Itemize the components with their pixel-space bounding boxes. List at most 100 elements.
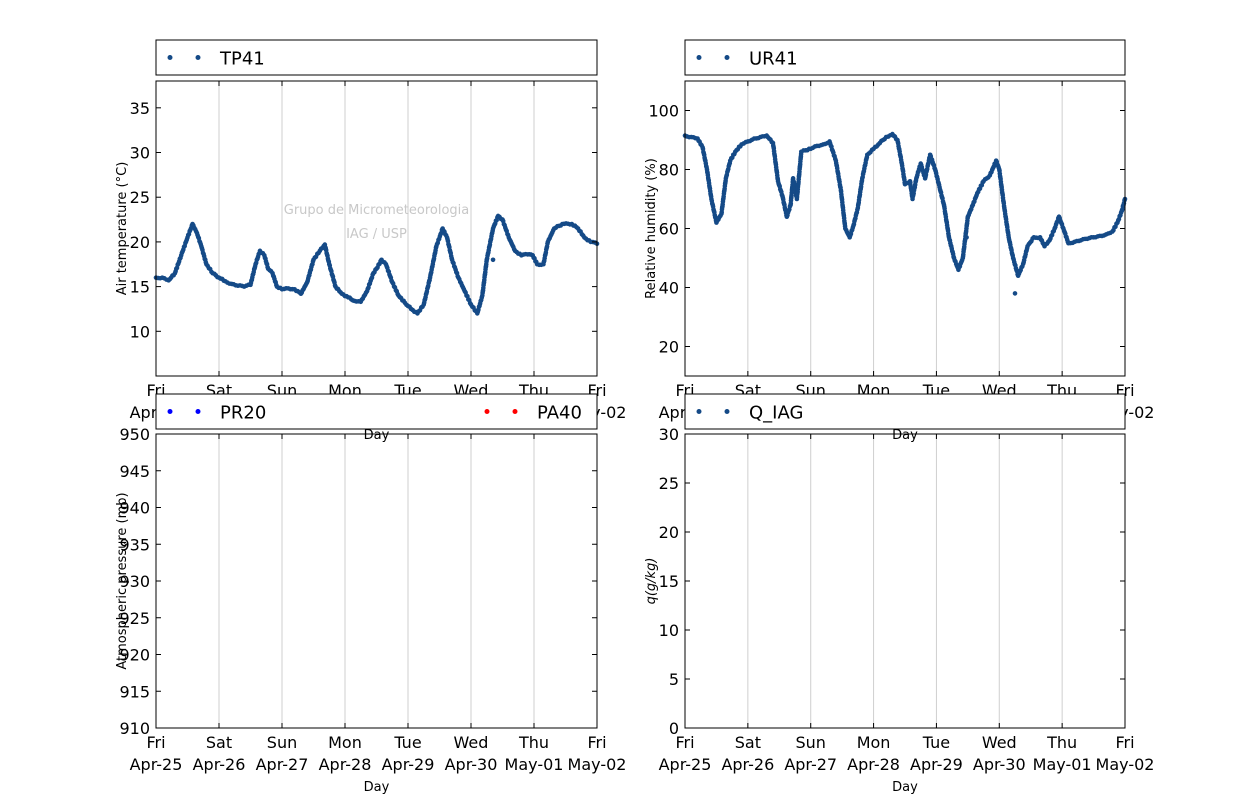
y-tick-label: 5 <box>669 670 679 689</box>
y-tick-label: 15 <box>659 572 679 591</box>
legend: Q_IAG <box>684 393 1126 430</box>
y-tick-label: 25 <box>130 188 150 207</box>
x-tick-label-day: Wed <box>982 733 1017 752</box>
chart-pressure: 910 915 920 925 930 935 940 945 950 Fri Apr-25 Sat A… <box>115 393 627 795</box>
legend-marker <box>167 409 173 414</box>
x-tick-label-date: Apr-27 <box>256 755 309 774</box>
y-tick-label: 10 <box>659 621 679 640</box>
y-tick-label: 935 <box>119 535 150 554</box>
legend-frame <box>684 39 1126 76</box>
legend-frame <box>155 393 598 430</box>
legend-marker <box>195 55 201 60</box>
x-tick-label-date: Apr-27 <box>784 755 837 774</box>
legend-marker <box>696 55 702 60</box>
y-tick-label: 80 <box>659 161 679 180</box>
x-tick-label-day: Sat <box>735 733 761 752</box>
watermark-text: Grupo de Micrometeorologia <box>284 203 470 218</box>
x-tick-label-day: Fri <box>146 733 165 752</box>
x-tick-label-date: Apr-28 <box>847 755 900 774</box>
x-tick-label-day: Sun <box>267 733 297 752</box>
y-tick-label: 15 <box>130 278 150 297</box>
y-tick-label: 35 <box>130 99 150 118</box>
axes-frame <box>155 80 598 377</box>
legend: PR20 PA40 <box>155 393 598 430</box>
x-tick-label-day: Thu <box>1046 733 1077 752</box>
x-tick-label-day: Fri <box>1115 733 1134 752</box>
axes-frame <box>155 433 598 729</box>
x-tick-label-day: Tue <box>922 733 950 752</box>
y-tick-label: 25 <box>659 474 679 493</box>
x-tick-label-date: Apr-29 <box>910 755 963 774</box>
legend-marker <box>696 409 702 414</box>
legend-marker <box>724 409 730 414</box>
watermark-text: IAG / USP <box>346 227 407 242</box>
legend: UR41 <box>684 39 1126 76</box>
chart-humidity: 20406080100FriApr-25SatApr-26SunApr-27Mo… <box>644 39 1154 443</box>
axes-frame <box>684 433 1126 729</box>
y-tick-label: 30 <box>659 425 679 444</box>
y-tick-label: 910 <box>119 719 150 738</box>
x-tick-label-day: Fri <box>587 733 606 752</box>
y-tick-label: 0 <box>669 719 679 738</box>
series-UR41 <box>682 131 1128 296</box>
x-tick-label-date: Apr-26 <box>193 755 246 774</box>
x-axis-label: Day <box>892 428 918 443</box>
y-axis-label: Relative humidity (%) <box>644 158 659 299</box>
x-tick-label-date: Apr-25 <box>659 755 712 774</box>
legend-label: PR20 <box>220 403 266 424</box>
x-tick-label-day: Mon <box>328 733 362 752</box>
x-axis-label: Day <box>364 428 390 443</box>
x-tick-label-day: Tue <box>393 733 421 752</box>
x-tick-label-date: May-02 <box>1096 755 1155 774</box>
x-tick-label-date: Apr-29 <box>382 755 435 774</box>
legend-marker <box>484 409 490 414</box>
data-point-outlier <box>964 235 969 240</box>
legend-marker <box>167 55 173 60</box>
x-tick-label-day: Sat <box>206 733 232 752</box>
x-tick-label-date: Apr-30 <box>445 755 498 774</box>
axes-frame <box>684 80 1126 377</box>
y-tick-label: 100 <box>648 102 679 121</box>
legend-frame <box>684 393 1126 430</box>
x-tick-label-date: Apr-25 <box>130 755 183 774</box>
y-tick-label: 915 <box>119 682 150 701</box>
legend: TP41 <box>155 39 598 76</box>
data-point-outlier <box>490 257 496 263</box>
y-tick-label: 20 <box>130 233 150 252</box>
legend-marker <box>724 55 730 60</box>
legend-marker <box>512 409 518 414</box>
y-tick-label: 945 <box>119 462 150 481</box>
x-tick-label-date: Apr-30 <box>973 755 1026 774</box>
y-tick-label: 30 <box>130 144 150 163</box>
chart-temp: Grupo de Micrometeorologia IAG / USP 10 15 2… <box>115 39 626 443</box>
x-tick-label-date: May-01 <box>505 755 564 774</box>
series-TP41 <box>153 213 600 316</box>
x-tick-label-date: May-02 <box>568 755 627 774</box>
y-tick-label: 950 <box>119 425 150 444</box>
y-tick-label: 920 <box>119 646 150 665</box>
legend-label: PA40 <box>537 403 582 424</box>
legend-label: Q_IAG <box>749 403 803 424</box>
y-tick-label: 940 <box>119 499 150 518</box>
x-tick-label-day: Thu <box>518 733 549 752</box>
x-tick-label-date: Apr-28 <box>319 755 372 774</box>
x-tick-label-day: Sun <box>795 733 825 752</box>
legend-marker <box>195 409 201 414</box>
y-tick-label: 930 <box>119 572 150 591</box>
chart-specific_humidity: 0 5 10 15 20 25 30 Fri Apr-25 Sat Apr-26 Sun Apr-27 M… <box>644 393 1155 795</box>
data-point-outlier <box>1012 291 1018 296</box>
y-axis-label: Air temperature (°C) <box>115 162 130 296</box>
y-axis-label: q(g/kg) <box>644 558 659 605</box>
x-tick-label-day: Mon <box>857 733 891 752</box>
y-tick-label: 20 <box>659 523 679 542</box>
legend-frame <box>155 39 598 76</box>
x-axis-label: Day <box>364 780 390 795</box>
x-tick-label-date: Apr-26 <box>721 755 774 774</box>
legend-label: TP41 <box>219 49 265 70</box>
y-tick-label: 10 <box>130 322 150 341</box>
y-axis-label: Atmospheric pressure (mb) <box>115 492 130 669</box>
legend-label: UR41 <box>749 49 798 70</box>
x-tick-label-date: May-01 <box>1033 755 1092 774</box>
y-tick-label: 925 <box>119 609 150 628</box>
